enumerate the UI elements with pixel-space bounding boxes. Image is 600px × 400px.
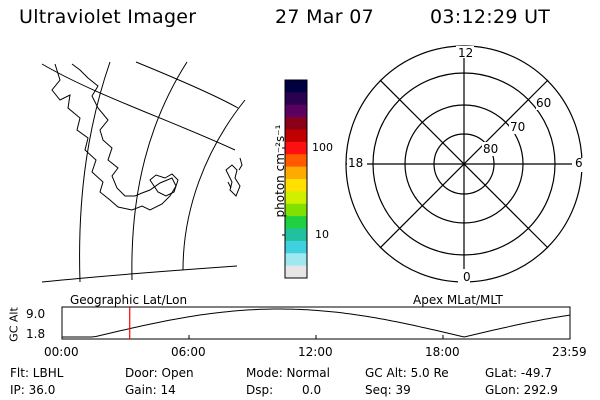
- colorbar-tick-10: 10: [315, 228, 329, 241]
- polar-mlt-12: 12: [458, 46, 474, 60]
- info-dsp-label: Dsp:: [246, 383, 274, 397]
- colorbar-segment: [285, 104, 307, 118]
- header-time: 03:12:29 UT: [430, 6, 551, 28]
- info-gain: Gain: 14: [125, 383, 176, 397]
- info-ip: IP: 36.0: [10, 383, 56, 397]
- info-gc-alt: GC Alt: 5.0 Re: [365, 366, 449, 380]
- polar-lat-60: 60: [536, 96, 552, 110]
- altitude-plot: [61, 306, 571, 340]
- info-door: Door: Open: [125, 366, 194, 380]
- altitude-xtick-label: 00:00: [44, 345, 79, 359]
- projection-label-apex: Apex MLat/MLT: [413, 293, 503, 307]
- map-coastline: [238, 157, 243, 171]
- polar-lat-80: 80: [483, 142, 499, 156]
- polar-mlt-6: 6: [575, 156, 583, 170]
- info-glat: GLat: -49.7: [485, 366, 552, 380]
- colorbar-segment: [285, 92, 307, 106]
- projection-label-geographic: Geographic Lat/Lon: [70, 293, 188, 307]
- altitude-ytick-low: 1.8: [26, 327, 46, 341]
- altitude-xtick-label: 18:00: [425, 345, 460, 359]
- altitude-plot-frame: [61, 306, 571, 340]
- header-date: 27 Mar 07: [275, 6, 374, 28]
- info-mode: Mode: Normal: [246, 366, 330, 380]
- info-dsp-value: 0.0: [302, 383, 322, 397]
- colorbar-segment: [285, 117, 307, 130]
- colorbar-tick-100: 100: [312, 141, 333, 154]
- altitude-xtick-label: 12:00: [298, 345, 333, 359]
- colorbar-segment: [285, 166, 307, 180]
- polar-spoke: [379, 79, 549, 249]
- map-lon-line: [79, 61, 111, 283]
- map-lat-line: [41, 63, 236, 151]
- colorbar-segment: [285, 141, 307, 155]
- colorbar-segment: [285, 203, 307, 217]
- map-coastline: [225, 164, 241, 197]
- map-coastline: [227, 181, 232, 189]
- info-seq: Seq: 39: [365, 383, 411, 397]
- info-glon: GLon: 292.9: [485, 383, 558, 397]
- colorbar-segment: [285, 179, 307, 192]
- colorbar-segment: [285, 228, 307, 242]
- altitude-curve: [62, 308, 571, 338]
- colorbar-segment: [285, 265, 307, 279]
- colorbar-segment: [285, 240, 307, 254]
- colorbar-label: photon cm⁻²s⁻¹: [273, 124, 287, 218]
- map-lat-line: [41, 265, 238, 283]
- map-lat-line: [135, 61, 239, 109]
- app-title: Ultraviolet Imager: [19, 6, 197, 28]
- map-coastline: [149, 173, 179, 197]
- map-lon-line: [131, 61, 188, 281]
- colorbar: [282, 79, 308, 279]
- colorbar-segment: [285, 154, 307, 168]
- polar-plot: [345, 45, 584, 283]
- colorbar-segment: [285, 253, 307, 267]
- map-coastline: [51, 63, 177, 211]
- polar-lat-70: 70: [510, 120, 526, 134]
- altitude-xtick-label: 23:59: [552, 345, 587, 359]
- altitude-ytick-high: 9.0: [26, 307, 46, 321]
- colorbar-segment: [285, 216, 307, 229]
- altitude-xtick-label: 06:00: [171, 345, 206, 359]
- colorbar-segment: [285, 80, 307, 93]
- polar-mlt-18: 18: [348, 156, 364, 170]
- polar-mlt-0: 0: [463, 270, 471, 284]
- colorbar-segment: [285, 191, 307, 205]
- map-lon-line: [182, 99, 246, 271]
- altitude-ylabel: GC Alt: [7, 307, 21, 342]
- info-flt: Flt: LBHL: [10, 366, 64, 380]
- colorbar-segment: [285, 129, 307, 143]
